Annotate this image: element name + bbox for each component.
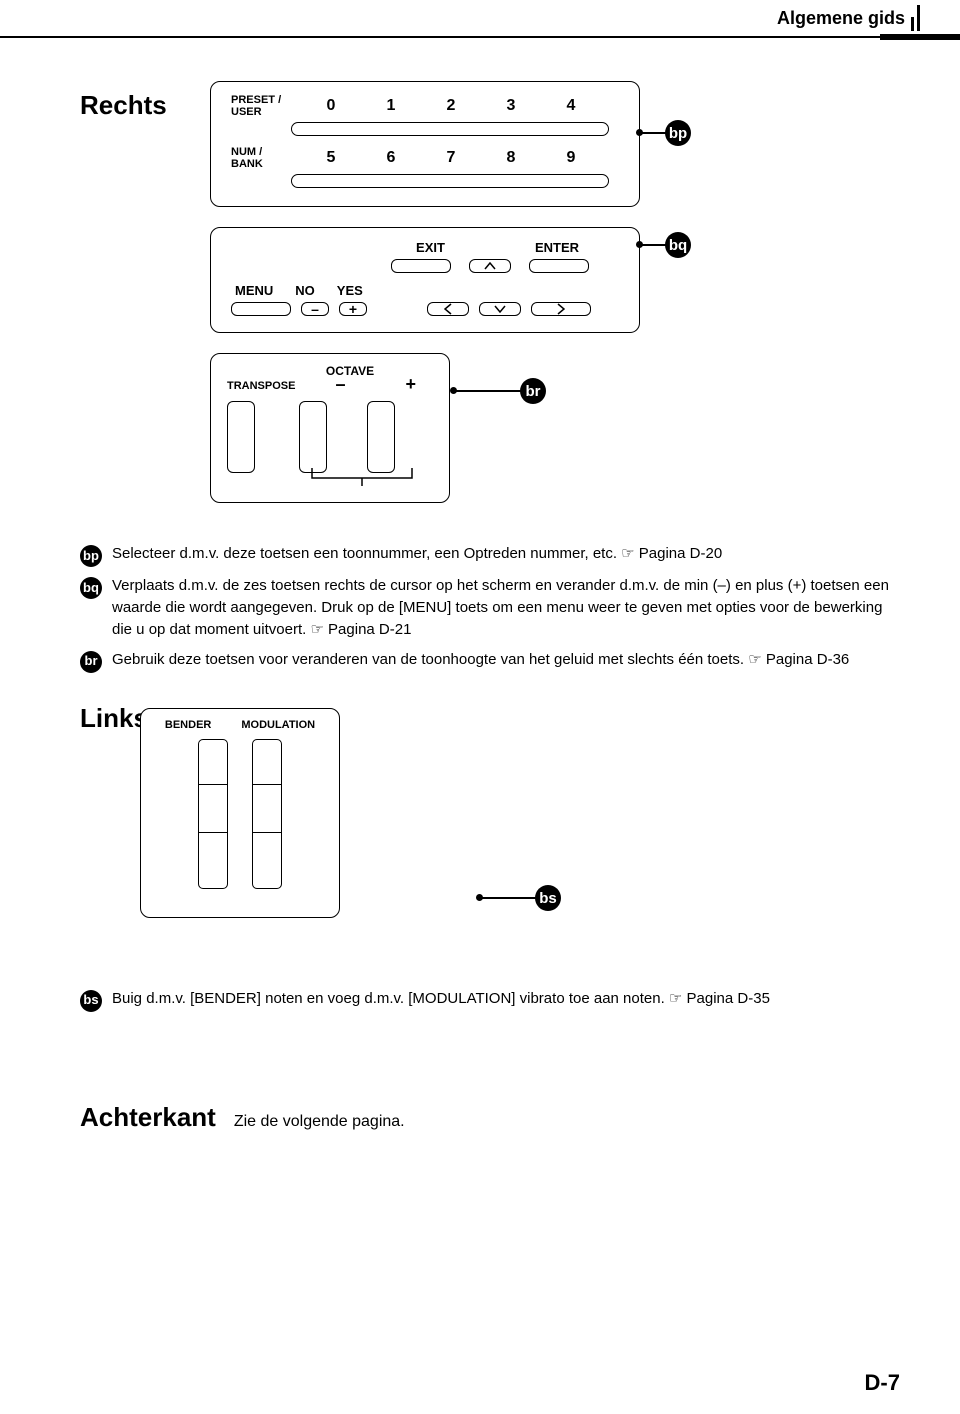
header-title: Algemene gids — [777, 8, 905, 29]
callout-line — [640, 132, 666, 134]
desc-18: Buig d.m.v. [BENDER] noten en voeg d.m.v… — [112, 988, 900, 1010]
callout-line — [480, 897, 536, 899]
octave-minus-label: – — [335, 374, 345, 395]
down-button[interactable] — [479, 302, 521, 316]
callout-line — [640, 244, 666, 246]
exit-label: EXIT — [416, 240, 445, 255]
chevron-up-icon — [484, 262, 496, 270]
num-row-2: 5 6 7 8 9 — [321, 149, 619, 167]
menu-label: MENU — [235, 283, 273, 298]
digit-7: 7 — [441, 149, 461, 167]
header-bars-icon — [911, 5, 920, 31]
num-row-1: 0 1 2 3 4 — [321, 97, 619, 115]
callout-17: br — [520, 378, 546, 404]
octave-up-button[interactable] — [367, 401, 395, 473]
enter-label: ENTER — [535, 240, 579, 255]
callout-dot — [636, 241, 643, 248]
digit-2: 2 — [441, 97, 461, 115]
up-button[interactable] — [469, 259, 511, 273]
callout-18: bs — [535, 885, 561, 911]
digit-9: 9 — [561, 149, 581, 167]
digit-0: 0 — [321, 97, 341, 115]
bender-panel: BENDER MODULATION — [140, 708, 340, 918]
modulation-slider[interactable] — [252, 739, 282, 889]
octave-plus-label: + — [405, 374, 416, 395]
menu-panel: EXIT ENTER MENU NO YES – + — [210, 227, 640, 333]
digit-3: 3 — [501, 97, 521, 115]
transpose-panel: OCTAVE TRANSPOSE – + — [210, 353, 450, 503]
digit-1: 1 — [381, 97, 401, 115]
left-button[interactable] — [427, 302, 469, 316]
digit-5: 5 — [321, 149, 341, 167]
exit-button[interactable] — [391, 259, 451, 273]
callout-15: bp — [665, 120, 691, 146]
header-rule — [0, 36, 960, 38]
page-number: D-7 — [865, 1370, 900, 1396]
yes-label: YES — [337, 283, 363, 298]
callout-dot — [450, 387, 457, 394]
num-bank-label: NUM / BANK — [231, 146, 291, 170]
minus-button[interactable]: – — [301, 302, 329, 316]
modulation-label: MODULATION — [241, 719, 315, 731]
callout-16: bq — [665, 232, 691, 258]
callout-dot — [636, 129, 643, 136]
achterkant-heading: Achterkant — [80, 1102, 216, 1133]
description-list: bp Selecteer d.m.v. deze toetsen een too… — [80, 543, 900, 672]
desc-15: Selecteer d.m.v. deze toetsen een toonnu… — [112, 543, 900, 565]
chevron-down-icon — [494, 305, 506, 313]
digit-8: 8 — [501, 149, 521, 167]
bracket-icon — [297, 468, 417, 488]
enter-button[interactable] — [529, 259, 589, 273]
menu-button[interactable] — [231, 302, 291, 316]
no-label: NO — [295, 283, 315, 298]
bullet-16: bq — [80, 577, 102, 599]
bullet-18: bs — [80, 990, 102, 1012]
octave-down-button[interactable] — [299, 401, 327, 473]
callout-dot — [476, 894, 483, 901]
desc-17: Gebruik deze toetsen voor veranderen van… — [112, 649, 900, 671]
transpose-label: TRANSPOSE — [227, 380, 295, 392]
bender-slider[interactable] — [198, 739, 228, 889]
number-buttons-panel: PRESET / USER 0 1 2 3 4 NUM / BANK 5 6 7… — [210, 81, 640, 207]
page-header: Algemene gids — [777, 5, 920, 31]
chevron-right-icon — [557, 303, 565, 315]
preset-user-label: PRESET / USER — [231, 94, 291, 118]
bender-label: BENDER — [165, 719, 211, 731]
row1-button[interactable] — [291, 122, 609, 136]
plus-button[interactable]: + — [339, 302, 367, 316]
right-button[interactable] — [531, 302, 591, 316]
row2-button[interactable] — [291, 174, 609, 188]
callout-line — [455, 390, 521, 392]
bullet-17: br — [80, 651, 102, 673]
chevron-left-icon — [444, 303, 452, 315]
digit-4: 4 — [561, 97, 581, 115]
digit-6: 6 — [381, 149, 401, 167]
bullet-15: bp — [80, 545, 102, 567]
desc-16: Verplaats d.m.v. de zes toetsen rechts d… — [112, 575, 900, 640]
transpose-button[interactable] — [227, 401, 255, 473]
achterkant-sub: Zie de volgende pagina. — [234, 1113, 405, 1131]
